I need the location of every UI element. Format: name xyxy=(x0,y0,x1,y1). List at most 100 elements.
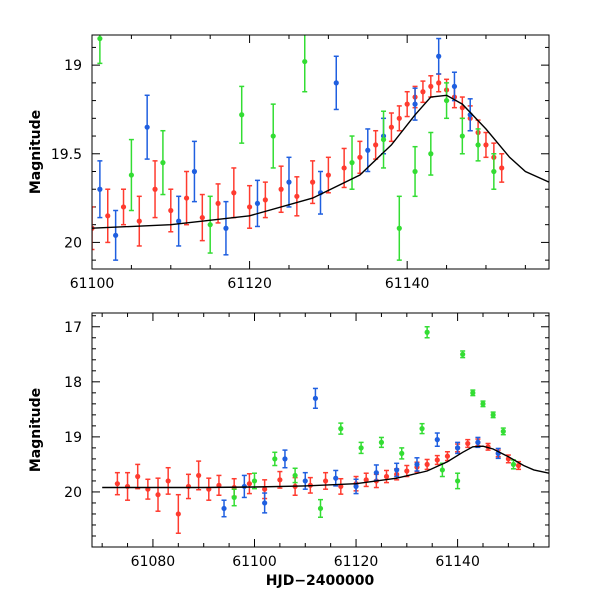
data-point xyxy=(270,133,276,139)
data-point xyxy=(358,445,364,451)
data-point xyxy=(460,351,466,357)
data-point xyxy=(277,477,283,483)
data-point xyxy=(223,225,229,231)
series-red xyxy=(92,73,505,251)
data-point xyxy=(491,168,497,175)
bottom-x-axis-title: HJD−2400000 xyxy=(266,573,375,589)
data-point xyxy=(451,83,458,90)
data-point xyxy=(254,200,261,207)
data-point xyxy=(404,468,410,474)
data-point xyxy=(114,481,120,487)
data-point xyxy=(251,478,258,484)
data-point xyxy=(185,483,192,490)
data-point xyxy=(394,467,400,473)
data-point xyxy=(436,53,442,59)
data-point xyxy=(373,470,379,476)
x-tick-label: 61100 xyxy=(232,554,277,570)
data-point xyxy=(436,80,442,86)
data-point xyxy=(183,195,190,201)
data-point xyxy=(414,461,420,468)
data-point xyxy=(412,101,418,107)
data-point xyxy=(282,456,288,462)
data-point xyxy=(176,218,182,224)
data-point xyxy=(128,172,134,178)
data-point xyxy=(278,186,284,192)
data-point xyxy=(246,481,253,487)
data-point xyxy=(420,89,426,95)
data-point xyxy=(499,165,505,171)
data-point xyxy=(419,426,425,432)
data-point xyxy=(515,462,522,469)
x-tick-label: 61140 xyxy=(435,554,480,570)
bottom-plot-area xyxy=(102,326,549,534)
data-point xyxy=(439,467,445,473)
data-point xyxy=(155,492,161,498)
data-point xyxy=(490,412,496,418)
top-panel: 61100 61120 61140 19 19.5 20 Magnitude xyxy=(28,34,550,292)
y-tick-label: 18 xyxy=(64,375,82,391)
bottom-panel: 61080 61100 61120 61140 17 18 19 20 Magnitude H… xyxy=(28,312,550,589)
data-point xyxy=(317,505,324,512)
data-point xyxy=(124,483,131,490)
data-point xyxy=(262,500,268,506)
data-point xyxy=(196,472,202,479)
data-point xyxy=(470,390,476,396)
data-point xyxy=(459,133,465,139)
data-point xyxy=(312,395,319,401)
model-curve xyxy=(102,445,549,489)
data-point xyxy=(396,225,402,231)
data-point xyxy=(363,477,369,483)
data-point xyxy=(310,179,316,185)
data-point xyxy=(333,475,339,481)
data-point xyxy=(399,450,405,456)
model-curve xyxy=(92,94,549,229)
series-green xyxy=(231,326,517,519)
data-point xyxy=(500,428,506,434)
data-point xyxy=(231,494,237,501)
data-point xyxy=(221,505,227,512)
data-point xyxy=(510,461,517,468)
data-point xyxy=(207,222,213,228)
x-tick-label: 61120 xyxy=(227,276,272,292)
data-point xyxy=(286,179,292,185)
data-point xyxy=(396,115,402,121)
data-point xyxy=(191,168,198,175)
data-point xyxy=(97,186,103,192)
top-ticks: 61100 61120 61140 19 19.5 20 xyxy=(51,35,549,292)
y-tick-label: 17 xyxy=(64,320,82,336)
data-point xyxy=(428,151,434,157)
data-point xyxy=(341,165,347,171)
data-point xyxy=(349,160,355,166)
y-tick-label: 20 xyxy=(64,235,82,251)
data-point xyxy=(199,214,205,221)
data-point xyxy=(388,124,395,130)
data-point xyxy=(380,136,387,143)
series-green xyxy=(97,35,497,261)
data-point xyxy=(135,473,141,480)
data-point xyxy=(231,190,237,196)
y-tick-label: 19 xyxy=(64,430,82,446)
data-point xyxy=(120,204,127,210)
data-point xyxy=(373,142,379,148)
x-tick-label: 61120 xyxy=(334,554,379,570)
data-point xyxy=(443,97,450,104)
data-point xyxy=(428,83,434,90)
series-blue xyxy=(221,387,501,518)
data-point xyxy=(412,168,418,175)
data-point xyxy=(338,426,344,432)
data-point xyxy=(302,58,308,65)
y-tick-label: 19 xyxy=(64,58,82,74)
data-point xyxy=(168,207,174,214)
data-point xyxy=(175,511,181,517)
data-point xyxy=(215,200,221,207)
data-point xyxy=(424,461,430,468)
data-point xyxy=(216,482,222,488)
data-point xyxy=(483,142,489,148)
x-tick-label: 61140 xyxy=(385,276,430,292)
data-point xyxy=(404,101,410,107)
data-point xyxy=(262,486,268,492)
data-point xyxy=(333,80,339,86)
top-axes-frame xyxy=(91,34,550,270)
